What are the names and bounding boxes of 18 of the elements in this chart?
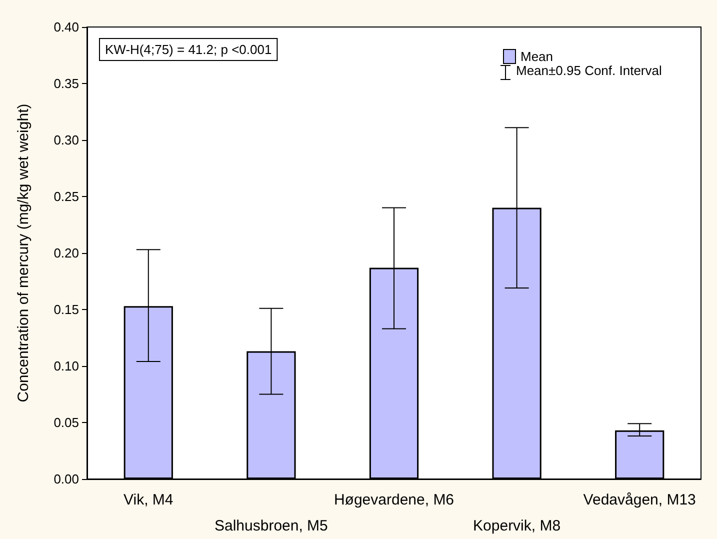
y-tick-label: 0.35 xyxy=(54,76,79,91)
annotation: KW-H(4;75) = 41.2; p <0.001 xyxy=(105,42,272,57)
legend-label: Mean xyxy=(520,49,554,64)
y-tick-label: 0.05 xyxy=(54,415,79,430)
x-tick-label: Salhusbroen, M5 xyxy=(214,518,328,534)
annotation: Mean±0.95 Conf. Interval xyxy=(516,63,662,78)
y-tick-label: 0.40 xyxy=(54,20,79,34)
y-tick-label: 0.30 xyxy=(54,132,79,148)
x-tick-label: Vik, M4 xyxy=(124,492,174,508)
y-tick-label: 0.10 xyxy=(54,358,79,374)
y-tick-label: 0.20 xyxy=(54,246,79,260)
y-tick-label: 0.15 xyxy=(54,302,79,317)
y-tick-label: 0.00 xyxy=(54,472,79,486)
y-tick-label: 0.25 xyxy=(54,189,79,204)
x-tick-label: Høgevardene, M6 xyxy=(334,492,454,508)
y-axis-title: Concentration of mercury (mg/kg wet weight) xyxy=(15,104,32,402)
x-tick-label: Kopervik, M8 xyxy=(473,518,561,534)
x-tick-label: Vedavågen, M13 xyxy=(583,492,696,508)
